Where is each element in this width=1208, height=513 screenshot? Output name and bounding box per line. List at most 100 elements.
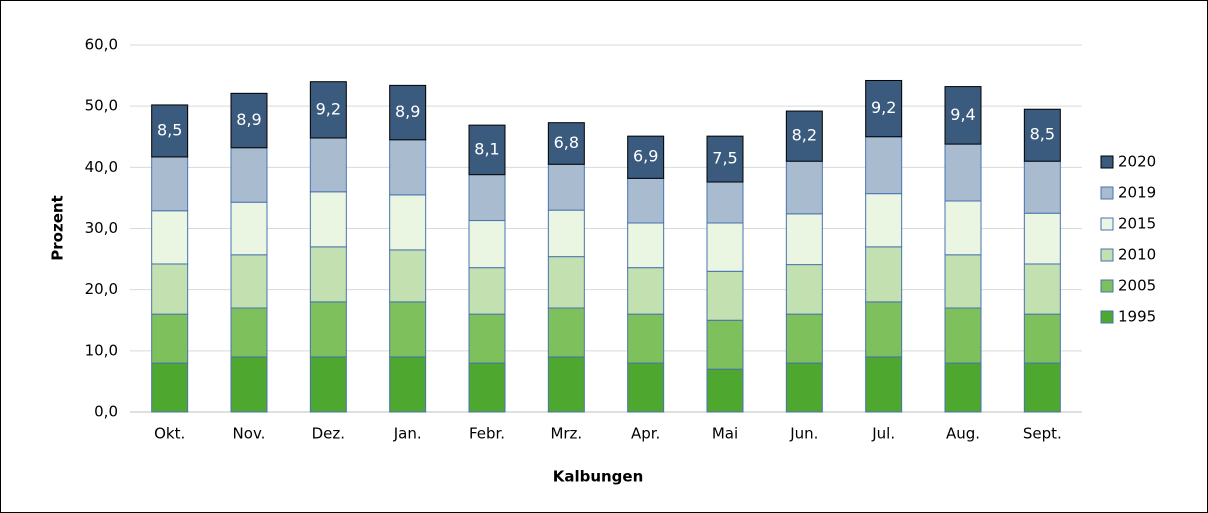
bar-segment bbox=[706, 319, 744, 370]
bar-segment bbox=[1023, 362, 1061, 413]
bar-segment bbox=[389, 356, 427, 413]
bar-segment bbox=[865, 356, 903, 413]
bar-segment bbox=[230, 254, 268, 309]
bar-segment bbox=[468, 313, 506, 364]
bar-segment bbox=[785, 110, 823, 162]
bar-segment bbox=[151, 156, 189, 212]
x-tick-label: Aug. bbox=[946, 425, 980, 443]
bar-segment bbox=[230, 147, 268, 203]
bar-segment bbox=[944, 143, 982, 202]
bar-segment bbox=[1023, 212, 1061, 265]
x-tick-label: Dez. bbox=[312, 425, 345, 443]
bar-segment bbox=[547, 163, 585, 211]
bar-segment bbox=[151, 210, 189, 265]
data-label: 8,5 bbox=[157, 120, 182, 139]
legend-label: 1995 bbox=[1118, 308, 1156, 326]
bar-segment bbox=[230, 356, 268, 413]
y-tick-label: 50,0 bbox=[85, 97, 118, 115]
bar-segment bbox=[1023, 160, 1061, 214]
bar-segment bbox=[627, 135, 665, 179]
bar-segment bbox=[309, 356, 347, 413]
bar-segment bbox=[151, 313, 189, 364]
data-label: 6,9 bbox=[633, 147, 658, 166]
x-tick-label: Jun. bbox=[789, 425, 818, 443]
bar-segment bbox=[785, 160, 823, 215]
bar-segment bbox=[627, 313, 665, 364]
bar-segment bbox=[309, 81, 347, 139]
x-tick-label: Apr. bbox=[631, 425, 660, 443]
x-tick-label: Mrz. bbox=[550, 425, 582, 443]
bar-segment bbox=[309, 246, 347, 303]
y-axis-title: Prozent bbox=[49, 195, 67, 260]
bar-segment bbox=[865, 301, 903, 358]
data-label: 7,5 bbox=[712, 149, 737, 168]
x-tick-label: Febr. bbox=[469, 425, 505, 443]
bar-segment bbox=[944, 254, 982, 309]
bar-segment bbox=[547, 356, 585, 413]
bar-segment bbox=[468, 267, 506, 315]
legend-swatch bbox=[1100, 155, 1114, 169]
data-label: 9,2 bbox=[871, 98, 896, 117]
legend-swatch bbox=[1100, 248, 1114, 262]
bar-segment bbox=[547, 122, 585, 165]
bar-segment bbox=[706, 135, 744, 183]
legend-swatch bbox=[1100, 279, 1114, 293]
bar-segment bbox=[230, 92, 268, 149]
bar-segment bbox=[309, 301, 347, 358]
data-label: 9,4 bbox=[950, 105, 975, 124]
y-tick-label: 0,0 bbox=[94, 403, 118, 421]
bar-segment bbox=[785, 362, 823, 413]
bar-segment bbox=[785, 264, 823, 315]
bar-segment bbox=[309, 137, 347, 193]
bar-segment bbox=[627, 222, 665, 269]
bar-segment bbox=[468, 362, 506, 413]
bar-segment bbox=[389, 301, 427, 358]
x-tick-label: Okt. bbox=[154, 425, 185, 443]
bar-segment bbox=[230, 307, 268, 358]
x-tick-label: Mai bbox=[712, 425, 738, 443]
bar-segment bbox=[865, 246, 903, 303]
bar-segment bbox=[944, 362, 982, 413]
bar-segment bbox=[865, 79, 903, 138]
legend-label: 2005 bbox=[1118, 277, 1156, 295]
bar-segment bbox=[389, 194, 427, 251]
bar-segment bbox=[151, 362, 189, 413]
x-axis-title: Kalbungen bbox=[553, 468, 644, 486]
bar-segment bbox=[547, 209, 585, 258]
bar-segment bbox=[944, 200, 982, 256]
bar-segment bbox=[151, 104, 189, 158]
legend-label: 2010 bbox=[1118, 246, 1156, 264]
bar-segment bbox=[627, 362, 665, 413]
bar-segment bbox=[389, 84, 427, 141]
bar-segment bbox=[627, 177, 665, 224]
bar-segment bbox=[547, 307, 585, 358]
bar-segment bbox=[309, 191, 347, 248]
bar-segment bbox=[468, 220, 506, 269]
data-label: 8,1 bbox=[474, 139, 499, 158]
bar-segment bbox=[944, 307, 982, 364]
x-tick-label: Jul. bbox=[871, 425, 895, 443]
bar-segment bbox=[785, 213, 823, 266]
data-label: 8,9 bbox=[395, 102, 420, 121]
bar-segment bbox=[1023, 313, 1061, 364]
x-tick-label: Nov. bbox=[233, 425, 266, 443]
bar-segment bbox=[389, 139, 427, 196]
bar-segment bbox=[468, 174, 506, 222]
data-label: 8,5 bbox=[1030, 125, 1055, 144]
bar-segment bbox=[706, 270, 744, 321]
data-label: 8,9 bbox=[236, 110, 261, 129]
legend-swatch bbox=[1100, 310, 1114, 324]
bar-segment bbox=[151, 263, 189, 315]
legend-swatch bbox=[1100, 186, 1114, 200]
y-tick-label: 40,0 bbox=[85, 158, 118, 176]
bar-segment bbox=[468, 124, 506, 176]
bar-segment bbox=[865, 136, 903, 195]
bar-segment bbox=[706, 222, 744, 272]
bar-segment bbox=[865, 193, 903, 248]
x-tick-label: Jan. bbox=[393, 425, 422, 443]
bar-segment bbox=[706, 368, 744, 413]
bar-segment bbox=[706, 181, 744, 224]
legend-label: 2019 bbox=[1118, 184, 1156, 202]
